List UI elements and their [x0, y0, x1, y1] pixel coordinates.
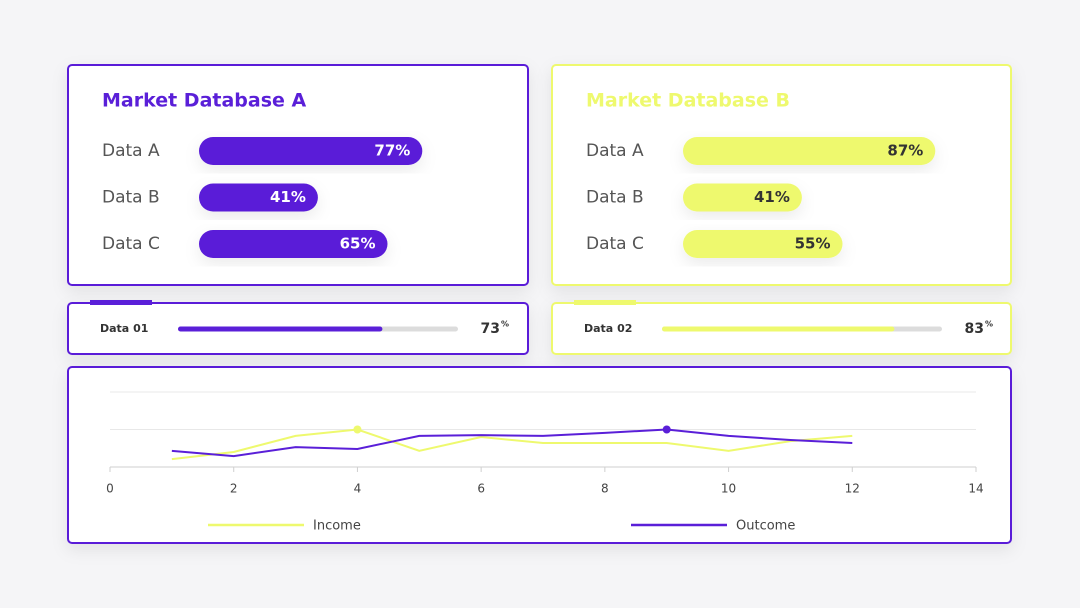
card — [67, 64, 529, 286]
progress-bar — [178, 326, 383, 332]
progress-bar — [662, 326, 895, 332]
legend-label: Outcome — [736, 519, 795, 534]
x-tick-label: 8 — [601, 482, 609, 496]
card — [551, 64, 1012, 286]
x-tick-label: 12 — [845, 482, 860, 496]
value-label: 41% — [270, 188, 306, 206]
value-label: 55% — [795, 235, 831, 253]
bar — [683, 230, 843, 258]
highlight-point — [662, 425, 671, 434]
value-label: 41% — [754, 188, 790, 206]
value-label: 65% — [340, 235, 376, 253]
category-label: Data B — [586, 188, 644, 208]
accent — [90, 300, 152, 305]
x-tick-label: 6 — [477, 482, 485, 496]
category-label: Data A — [586, 141, 644, 161]
legend-label: Income — [313, 519, 361, 534]
category-label: Data 02 — [584, 322, 632, 335]
highlight-point — [353, 425, 362, 434]
card — [67, 366, 1012, 544]
accent — [574, 300, 636, 305]
bar — [199, 230, 388, 258]
x-tick-label: 0 — [106, 482, 114, 496]
category-label: Data 01 — [100, 322, 148, 335]
line-series — [171, 428, 853, 458]
card-title: Market Database B — [586, 90, 790, 112]
category-label: Data C — [586, 234, 644, 254]
category-label: Data C — [102, 234, 160, 254]
x-tick-label: 10 — [721, 482, 736, 496]
value-label: 73 — [481, 321, 500, 337]
bar — [199, 183, 318, 212]
x-tick-label: 2 — [230, 482, 238, 496]
value-label: 83 — [965, 321, 984, 337]
category-label: Data B — [102, 188, 160, 208]
value-label: 87% — [887, 142, 923, 160]
category-label: Data A — [102, 141, 160, 161]
line-series — [171, 428, 853, 461]
bar — [683, 137, 936, 165]
unit: % — [985, 320, 993, 329]
bar — [199, 137, 423, 165]
x-tick-label: 4 — [354, 482, 362, 496]
card-title: Market Database A — [102, 90, 307, 112]
bar — [683, 183, 802, 212]
value-label: 77% — [374, 142, 410, 160]
x-tick-label: 14 — [968, 482, 983, 496]
unit: % — [501, 320, 509, 329]
